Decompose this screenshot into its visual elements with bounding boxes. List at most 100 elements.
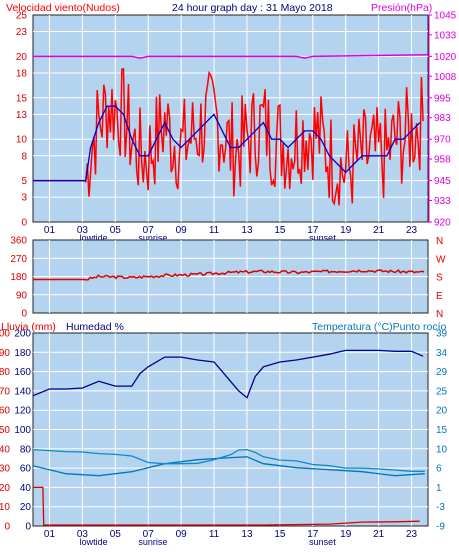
humidity-tick-120: 120	[14, 406, 31, 417]
wind-tick-5: 5	[21, 176, 27, 187]
hour-label-21: 21	[373, 225, 385, 236]
hour-label-13: 13	[241, 529, 253, 540]
pressure-tick-933: 933	[434, 196, 451, 207]
event-label-sunset: sunset	[309, 537, 336, 547]
rain-tick-40: 40	[0, 444, 10, 455]
hour-label-15: 15	[274, 225, 286, 236]
humidity-tick-200: 200	[14, 329, 31, 340]
hour-label-11: 11	[209, 529, 220, 540]
hour-label-13: 13	[241, 225, 253, 236]
temperature-tick-10: 10	[436, 444, 448, 455]
pressure-tick-983: 983	[434, 113, 451, 124]
bottom-hour-labels: 01 03 05 07 09 11 13 15 17 19 21 23	[44, 529, 418, 540]
hour-label-15: 15	[274, 529, 286, 540]
bottom-event-labels: lowtide sunrise sunset	[80, 537, 337, 547]
temperature-ticks: -9 -3 1 6 10 15 20 25 29 34 39	[436, 329, 448, 533]
wind-tick-23: 23	[16, 27, 28, 38]
pressure-tick-945: 945	[434, 176, 451, 187]
hour-label-03: 03	[77, 225, 89, 236]
direction-tick-270: 270	[10, 254, 27, 265]
hour-label-03: 03	[77, 529, 89, 540]
pressure-axis-title: Presión(hPa)	[371, 2, 432, 14]
pressure-tick-1033: 1033	[434, 30, 457, 41]
pressure-right-ticks: 920 933 945 958 970 983 995 1008 1020 1033 1045	[428, 11, 457, 229]
header: Velocidad viento(Nudos) 24 hour graph da…	[6, 2, 432, 14]
humidity-tick-20: 20	[20, 502, 32, 513]
rain-tick-30: 30	[0, 464, 10, 475]
rain-line	[33, 486, 420, 526]
hour-label-19: 19	[340, 529, 352, 540]
temperature-tick--3: -3	[436, 502, 445, 513]
hour-label-23: 23	[406, 529, 418, 540]
humidity-tick-0: 0	[25, 522, 31, 533]
rain-tick-90: 90	[0, 348, 10, 359]
pressure-tick-958: 958	[434, 155, 451, 166]
rain-tick-10: 10	[0, 502, 10, 513]
hour-label-05: 05	[110, 529, 122, 540]
compass-label-3: E	[436, 291, 443, 302]
wind-tick-3: 3	[21, 193, 27, 204]
humidity-tick-80: 80	[20, 444, 32, 455]
hour-label-05: 05	[110, 225, 122, 236]
humidity-tick-100: 100	[14, 425, 31, 436]
pressure-tick-1008: 1008	[434, 72, 457, 83]
event-label-lowtide: lowtide	[80, 537, 108, 547]
event-label-sunset: sunset	[309, 233, 336, 243]
compass-label-1: W	[436, 254, 446, 265]
humidity-tick-140: 140	[14, 386, 31, 397]
wind-panel	[32, 14, 429, 223]
pressure-tick-1045: 1045	[434, 11, 457, 22]
wind-tick-25: 25	[16, 11, 28, 22]
hour-label-07: 07	[143, 225, 155, 236]
hour-label-17: 17	[307, 529, 319, 540]
direction-tick-90: 90	[16, 290, 28, 301]
wind-tick-20: 20	[16, 52, 28, 63]
temperature-tick-25: 25	[436, 386, 448, 397]
hour-label-23: 23	[406, 225, 418, 236]
humidity-line	[32, 349, 424, 399]
temperature-line	[32, 456, 425, 477]
temperature-tick-34: 34	[436, 348, 448, 359]
pressure-tick-1020: 1020	[434, 52, 457, 63]
wind-axis-title: Velocidad viento(Nudos)	[6, 2, 120, 14]
compass-label-4: N	[436, 309, 443, 320]
temperature-tick-15: 15	[436, 425, 448, 436]
pressure-line	[33, 53, 429, 59]
hour-label-01: 01	[44, 529, 56, 540]
event-label-sunrise: sunrise	[138, 537, 167, 547]
hour-label-09: 09	[176, 225, 188, 236]
pressure-tick-920: 920	[434, 218, 451, 229]
wind-tick-0: 0	[21, 218, 27, 229]
wind-tick-18: 18	[16, 68, 28, 79]
humidity-tick-40: 40	[20, 483, 32, 494]
temperature-tick-39: 39	[436, 329, 448, 340]
wind-tick-15: 15	[16, 93, 28, 104]
wind-hour-labels: 01 03 05 07 09 11 13 15 17 19 21 23	[44, 225, 418, 236]
hour-label-01: 01	[44, 225, 56, 236]
rain-tick-100: 100	[0, 329, 10, 340]
rain-tick-20: 20	[0, 483, 10, 494]
hour-label-21: 21	[373, 529, 385, 540]
humidity-tick-180: 180	[14, 348, 31, 359]
temperature-tick-29: 29	[436, 367, 448, 378]
temperature-grid	[33, 333, 428, 526]
temperature-tick-6: 6	[436, 464, 442, 475]
wind-tick-13: 13	[16, 110, 28, 121]
rain-tick-80: 80	[0, 367, 10, 378]
rain-ticks: 0 10 20 30 40 50 60 70 80 90 100	[0, 329, 10, 533]
wind-average-line	[33, 105, 421, 182]
rain-tick-50: 50	[0, 425, 10, 436]
rain-tick-0: 0	[4, 522, 10, 533]
dewpoint-line	[32, 448, 425, 472]
event-label-sunrise: sunrise	[138, 233, 167, 243]
wind-left-ticks: 0 3 5 8 10 13 15 18 20 23 25	[16, 11, 28, 229]
rain-tick-60: 60	[0, 406, 10, 417]
wind-tick-10: 10	[16, 135, 28, 146]
rain-tick-70: 70	[0, 386, 10, 397]
hour-label-19: 19	[340, 225, 352, 236]
hour-label-09: 09	[176, 529, 188, 540]
temperature-axis-title: Temperatura (°C)Punto rocío	[312, 321, 446, 333]
bottom-header: Lluvia (mm) Humedad % Temperatura (°C)Pu…	[1, 321, 446, 333]
